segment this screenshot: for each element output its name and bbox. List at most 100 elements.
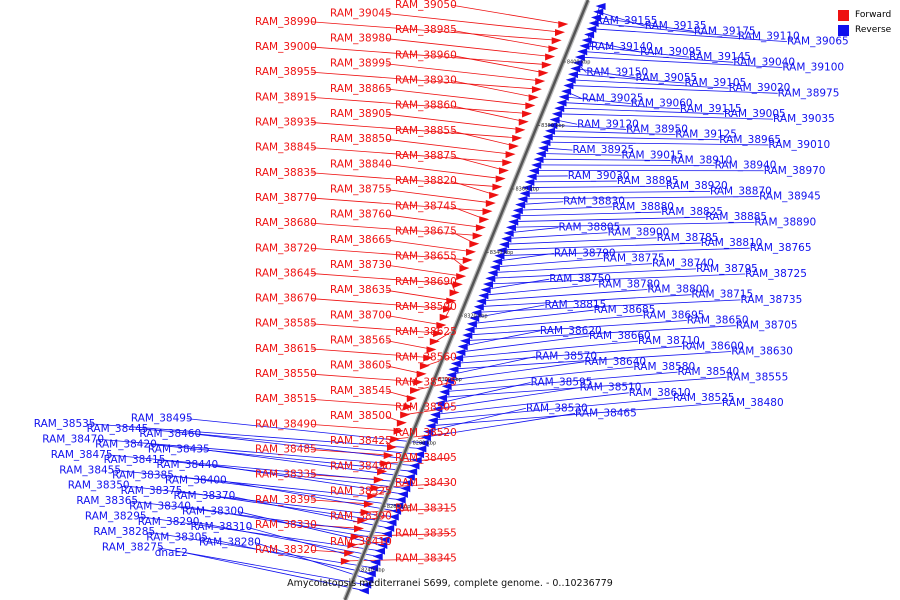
reverse-gene-label: RAM_38715 bbox=[691, 289, 753, 301]
reverse-gene-arrow bbox=[540, 139, 551, 147]
reverse-gene-label: RAM_38790 bbox=[554, 247, 616, 259]
forward-gene-arrow bbox=[472, 232, 483, 240]
forward-gene-label: RAM_38990 bbox=[255, 16, 317, 28]
forward-connector bbox=[385, 113, 522, 131]
reverse-gene-arrow bbox=[574, 54, 585, 62]
forward-gene-label: RAM_38680 bbox=[255, 217, 317, 229]
forward-connector bbox=[450, 29, 555, 49]
reverse-gene-label: RAM_38705 bbox=[736, 320, 798, 332]
reverse-gene-arrow bbox=[503, 229, 514, 237]
reverse-gene-arrow bbox=[457, 343, 468, 351]
forward-connector bbox=[450, 4, 565, 25]
forward-gene-arrow bbox=[419, 362, 430, 370]
reverse-gene-label: RAM_38885 bbox=[705, 211, 767, 223]
reverse-gene-label: RAM_38375 bbox=[121, 485, 183, 497]
reverse-gene-label: RAM_38540 bbox=[677, 366, 739, 378]
reverse-gene-arrow bbox=[508, 218, 519, 226]
reverse-gene-arrow bbox=[542, 133, 553, 141]
forward-gene-label: RAM_38635 bbox=[330, 284, 392, 296]
tick-label: 8360 kbp bbox=[515, 187, 539, 193]
reverse-gene-label: RAM_39100 bbox=[782, 61, 844, 73]
reverse-gene-label: RAM_38810 bbox=[701, 237, 763, 249]
reverse-gene-label: RAM_38525 bbox=[673, 392, 735, 404]
reverse-gene-arrow bbox=[547, 122, 558, 130]
reverse-gene-arrow bbox=[586, 25, 597, 33]
reverse-connector bbox=[447, 361, 585, 381]
forward-gene-arrow bbox=[456, 273, 467, 281]
reverse-connector bbox=[254, 542, 368, 580]
reverse-connector bbox=[512, 216, 706, 222]
reverse-gene-label: RAM_38470 bbox=[42, 433, 104, 445]
forward-gene-arrow bbox=[406, 395, 417, 403]
forward-gene-label: RAM_38700 bbox=[330, 309, 392, 321]
reverse-gene-label: RAM_38440 bbox=[156, 459, 218, 471]
reverse-gene-arrow bbox=[519, 190, 530, 198]
forward-gene-label: RAM_38665 bbox=[330, 234, 392, 246]
reverse-gene-label: RAM_38495 bbox=[131, 413, 193, 425]
reverse-gene-arrow bbox=[554, 105, 565, 113]
forward-gene-label: RAM_38315 bbox=[395, 502, 457, 514]
reverse-gene-label: RAM_38310 bbox=[191, 521, 253, 533]
forward-connector bbox=[310, 172, 499, 188]
reverse-gene-arrow bbox=[473, 303, 484, 311]
forward-gene-arrow bbox=[400, 411, 411, 419]
reverse-gene-label: RAM_38465 bbox=[575, 407, 637, 419]
reverse-gene-arrow bbox=[524, 178, 535, 186]
reverse-gene-arrow bbox=[425, 422, 436, 430]
forward-connector bbox=[396, 432, 451, 440]
forward-connector bbox=[310, 222, 479, 236]
forward-gene-arrow bbox=[442, 305, 453, 313]
reverse-gene-arrow bbox=[372, 553, 383, 561]
forward-gene-arrow bbox=[518, 118, 529, 126]
reverse-gene-arrow bbox=[462, 332, 473, 340]
forward-gene-label: RAM_38575 bbox=[395, 376, 457, 388]
forward-connector bbox=[450, 155, 506, 171]
forward-gene-label: RAM_38915 bbox=[255, 91, 317, 103]
reverse-connector bbox=[140, 516, 380, 552]
forward-gene-arrow bbox=[383, 452, 394, 460]
reverse-gene-arrow bbox=[499, 241, 510, 249]
tick-label: 8380 kbp bbox=[541, 123, 565, 129]
forward-connector bbox=[310, 348, 430, 358]
reverse-gene-arrow bbox=[494, 252, 505, 260]
forward-gene-arrow bbox=[489, 191, 500, 199]
reverse-connector bbox=[555, 113, 774, 120]
reverse-connector bbox=[558, 107, 724, 115]
forward-gene-label: RAM_38345 bbox=[395, 553, 457, 565]
forward-gene-arrow bbox=[551, 37, 562, 45]
reverse-gene-label: RAM_38535 bbox=[34, 418, 96, 430]
reverse-gene-label: RAM_38800 bbox=[647, 284, 709, 296]
reverse-gene-label: RAM_39020 bbox=[729, 82, 791, 94]
reverse-gene-label: RAM_39105 bbox=[685, 77, 747, 89]
reverse-connector bbox=[461, 330, 540, 347]
forward-connector bbox=[310, 147, 509, 163]
reverse-connector bbox=[159, 459, 405, 489]
forward-gene-arrow bbox=[439, 313, 450, 321]
backbone-line bbox=[343, 0, 590, 600]
reverse-gene-arrow bbox=[480, 286, 491, 294]
reverse-connector bbox=[549, 130, 676, 136]
reverse-gene-label: RAM_38350 bbox=[68, 480, 130, 492]
forward-gene-arrow bbox=[380, 460, 391, 468]
reverse-connector bbox=[526, 185, 666, 188]
reverse-gene-label: RAM_39145 bbox=[689, 51, 751, 63]
reverse-gene-arrow bbox=[496, 246, 507, 254]
reverse-gene-arrow bbox=[432, 405, 443, 413]
reverse-gene-label: RAM_38365 bbox=[76, 495, 138, 507]
reverse-connector bbox=[98, 438, 414, 466]
forward-connector bbox=[435, 331, 452, 342]
forward-connector bbox=[406, 407, 451, 415]
reverse-connector bbox=[434, 392, 629, 415]
legend-reverse: Reverse bbox=[838, 23, 891, 38]
reverse-gene-arrow bbox=[414, 451, 425, 459]
forward-gene-arrow bbox=[492, 183, 503, 191]
forward-gene-label: RAM_38625 bbox=[395, 326, 457, 338]
reverse-gene-arrow bbox=[588, 20, 599, 28]
reverse-connector bbox=[237, 511, 382, 546]
reverse-gene-label: RAM_38950 bbox=[626, 123, 688, 135]
reverse-gene-label: RAM_38445 bbox=[87, 423, 149, 435]
reverse-gene-arrow bbox=[593, 8, 604, 16]
reverse-gene-arrow bbox=[411, 456, 422, 464]
reverse-gene-label: RAM_38435 bbox=[148, 444, 210, 456]
reverse-gene-arrow bbox=[476, 298, 487, 305]
